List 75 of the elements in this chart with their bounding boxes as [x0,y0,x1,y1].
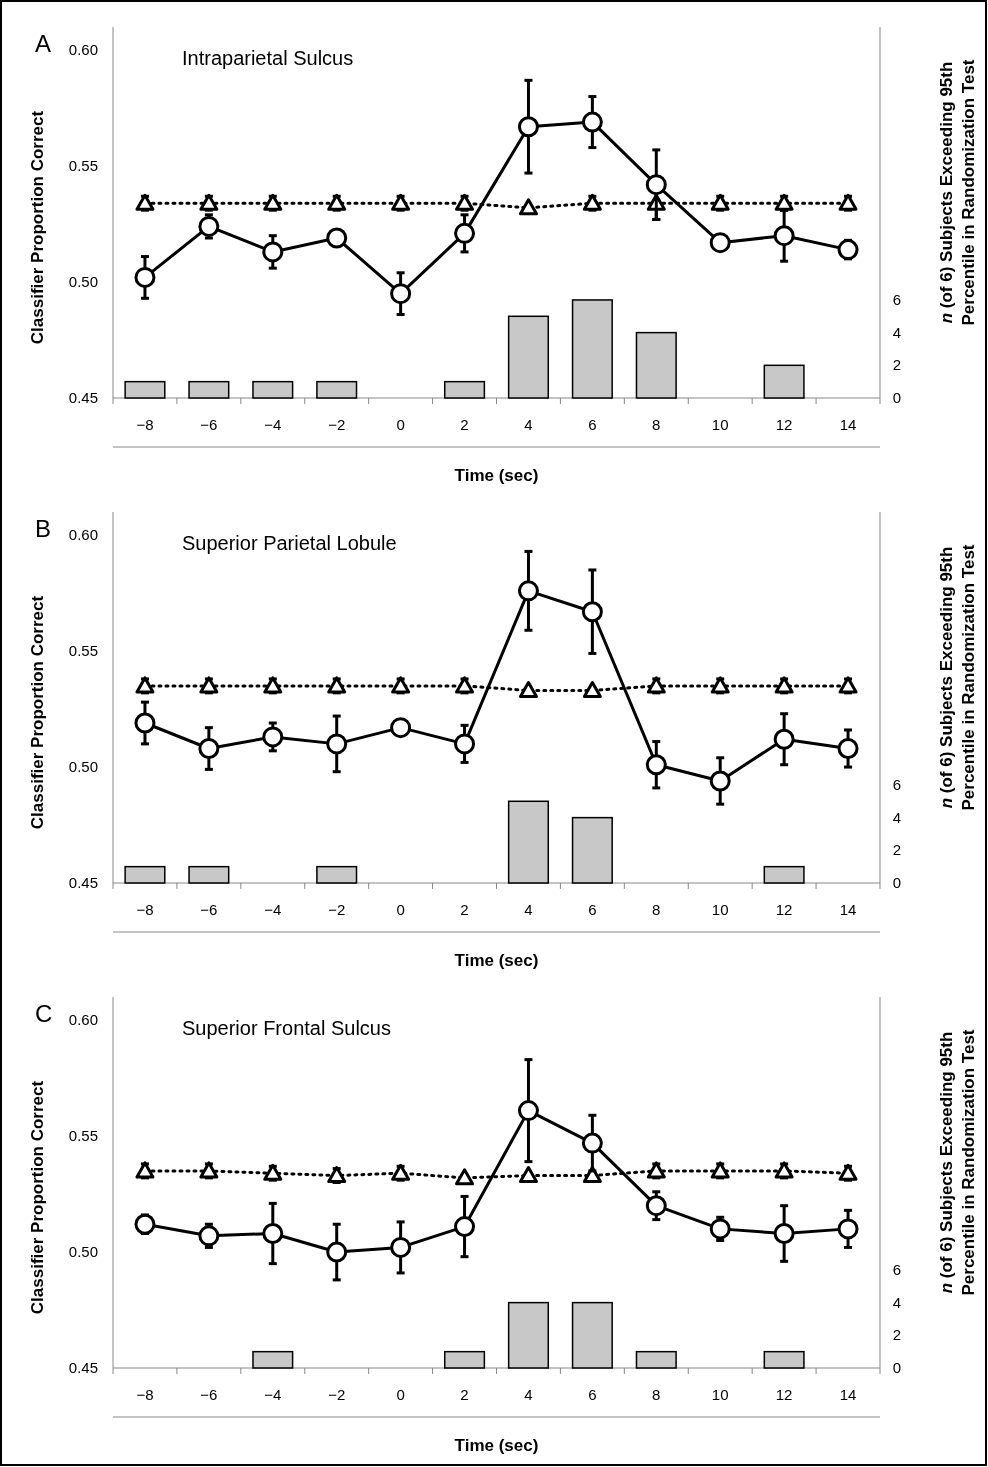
y2-axis-title: n (of 6) Subjects Exceeding 95th Percentile in Randomization Test [937,59,978,326]
x-tick-label: 2 [460,1386,469,1403]
x-tick-label: −4 [264,901,282,918]
text: Superior Frontal Sulcus [182,1017,391,1039]
y-tick-label: 0.50 [68,1243,98,1261]
x-tick-label: 14 [839,1386,857,1403]
x-axis-title: Time (sec) [454,1436,539,1455]
text: Intraparietal Sulcus [182,47,354,69]
x-tick-label: 8 [652,1386,661,1403]
x-tick-label: −2 [328,901,346,918]
x-tick-label: −8 [136,1386,154,1403]
x-tick-label: 14 [839,901,857,918]
y2-tick-label: 4 [892,323,902,341]
y2-tick-label: 6 [892,775,902,793]
y-tick-label: 0.45 [68,874,98,891]
y2-tick-label: 2 [892,356,902,374]
y-tick-label: 0.50 [68,273,98,291]
y-tick-label: 0.55 [68,642,98,660]
y2-tick-label: 6 [892,290,902,308]
y-axis-title: Classifier Proportion Correct [28,595,47,830]
x-tick-label: 0 [396,901,405,918]
x-axis-title: Time (sec) [454,466,539,485]
y2-tick-label: 0 [892,389,902,406]
x-tick-label: 2 [460,901,469,918]
x-tick-label: 8 [652,416,661,433]
x-tick-label: 0 [396,1386,405,1403]
y2-tick-label: 2 [892,1326,902,1344]
y-tick-label: 0.60 [68,41,98,59]
y2-tick-label: 0 [892,1359,902,1376]
x-tick-label: −4 [264,1386,282,1403]
x-axis-title: Time (sec) [454,951,539,970]
x-tick-label: 14 [839,416,857,433]
x-tick-label: −6 [200,1386,218,1403]
x-tick-label: −6 [200,416,218,433]
x-tick-label: 0 [396,416,405,433]
y2-tick-label: 4 [892,808,902,826]
y-tick-label: 0.55 [68,157,98,175]
x-tick-label: −6 [200,901,218,918]
text: C [35,1000,53,1027]
y-tick-label: 0.60 [68,1011,98,1029]
y-tick-label: 0.50 [68,758,98,776]
x-tick-label: −2 [328,1386,346,1403]
x-tick-label: 10 [711,901,729,918]
x-tick-label: 6 [588,1386,597,1403]
x-tick-label: 6 [588,901,597,918]
x-tick-label: 6 [588,416,597,433]
y-tick-label: 0.45 [68,389,98,406]
x-tick-label: 2 [460,416,469,433]
x-tick-label: 4 [524,416,533,433]
x-tick-label: 8 [652,901,661,918]
y-axis-title: Classifier Proportion Correct [28,110,47,345]
y2-tick-label: 0 [892,874,902,891]
y2-axis-title: n (of 6) Subjects Exceeding 95th Percentile in Randomization Test [937,544,978,811]
x-tick-label: 12 [775,1386,793,1403]
x-tick-label: −8 [136,901,154,918]
x-tick-label: −4 [264,416,282,433]
x-tick-label: 12 [775,416,793,433]
x-tick-label: −2 [328,416,346,433]
text: Superior Parietal Lobule [182,532,397,554]
y-axis-title: Classifier Proportion Correct [28,1080,47,1315]
y-tick-label: 0.55 [68,1127,98,1145]
x-tick-label: 10 [711,1386,729,1403]
y-tick-label: 0.45 [68,1359,98,1376]
y2-tick-label: 4 [892,1293,902,1311]
y-tick-label: 0.60 [68,526,98,544]
x-tick-label: 4 [524,901,533,918]
x-tick-label: 10 [711,416,729,433]
y2-axis-title: n (of 6) Subjects Exceeding 95th Percentile in Randomization Test [937,1029,978,1296]
x-tick-label: −8 [136,416,154,433]
text: A [35,30,52,57]
y2-tick-label: 6 [892,1260,902,1278]
text: B [35,515,52,542]
x-tick-label: 12 [775,901,793,918]
y2-tick-label: 2 [892,841,902,859]
x-tick-label: 4 [524,1386,533,1403]
